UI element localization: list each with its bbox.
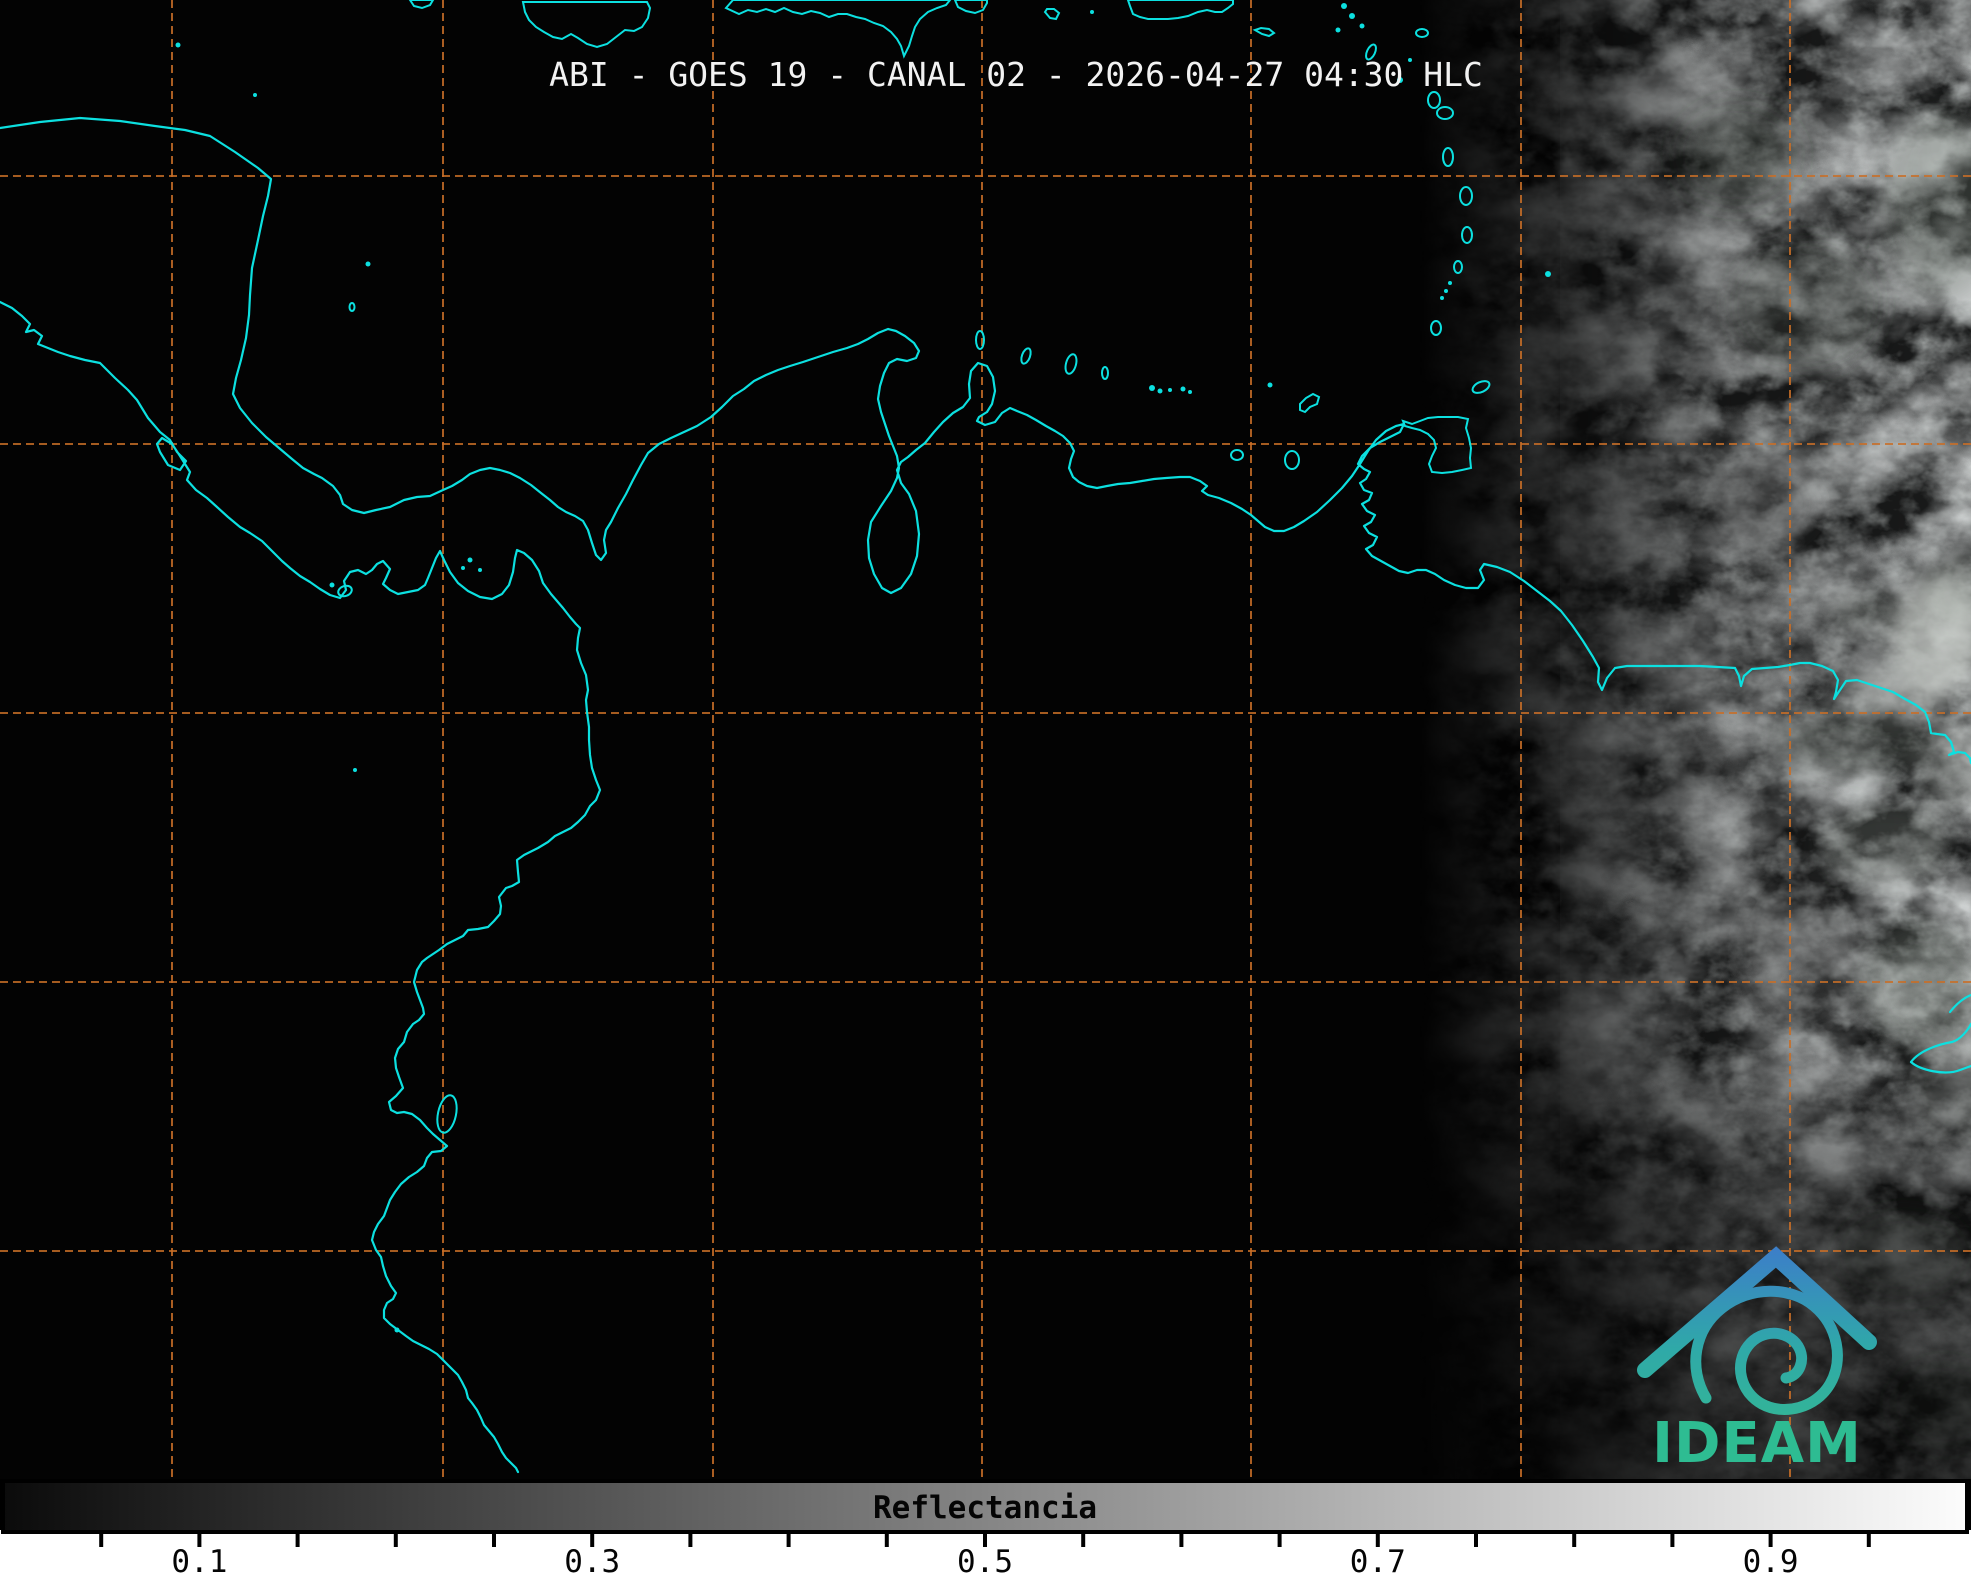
coastline-amazon-mouth <box>1909 993 1971 1074</box>
coastline-caribbean-mainland <box>0 116 1971 765</box>
colorbar-tick-label: 0.3 <box>564 1544 620 1577</box>
island-puerto-rico <box>1126 0 1234 20</box>
island-st-croix <box>1252 26 1276 38</box>
colorbar-gradient <box>1 1479 1969 1534</box>
island-margarita <box>1299 392 1321 414</box>
logo-text: IDEAM <box>1652 1411 1862 1476</box>
coastline-pacific-mainland <box>0 300 602 1474</box>
reflectance-colorbar: Reflectancia 0.1 0.3 0.5 0.7 0.9 <box>0 1479 1971 1577</box>
island-mona <box>1043 8 1061 21</box>
island-chain-lesser-antilles <box>1090 3 1551 394</box>
logo-roof-icon <box>1637 1246 1877 1378</box>
cloud-layer <box>1440 0 1971 1479</box>
island-jamaica <box>521 0 652 49</box>
logo-spiral-icon <box>1690 1285 1843 1415</box>
island-dr-south-coast <box>953 0 988 15</box>
cloud-bright-patches <box>1660 100 1971 1450</box>
ideam-logo: IDEAM <box>1637 1246 1877 1476</box>
colorbar-tick-label: 0.7 <box>1350 1544 1406 1577</box>
colorbar-label: Reflectancia <box>873 1490 1097 1526</box>
latlon-grid <box>0 0 1971 1479</box>
islands-venezuela-offshore <box>975 330 1300 470</box>
islands-pacific <box>329 557 482 1333</box>
island-hispaniola <box>724 0 952 59</box>
colorbar-tick-label: 0.9 <box>1743 1544 1799 1577</box>
colorbar-tick-label: 0.1 <box>171 1544 227 1577</box>
colorbar-tick-label: 0.5 <box>957 1544 1013 1577</box>
islands-caribbean-west <box>175 42 371 312</box>
image-title: ABI - GOES 19 - CANAL 02 - 2026-04-27 04… <box>549 55 1483 94</box>
coastline-layer <box>0 0 1971 1474</box>
island-cay-top-edge <box>408 0 435 10</box>
colorbar-ticks: 0.1 0.3 0.5 0.7 0.9 <box>99 1532 1871 1577</box>
island-trinidad <box>1401 416 1473 475</box>
